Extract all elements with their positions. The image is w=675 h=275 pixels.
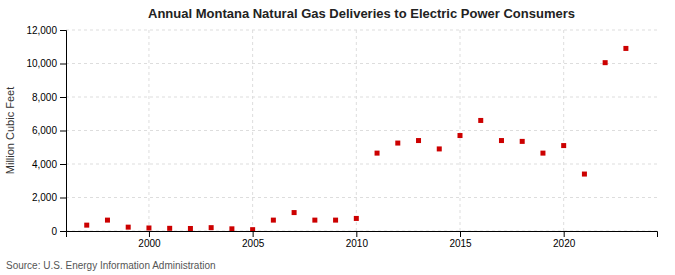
point xyxy=(292,210,297,215)
point xyxy=(520,139,525,144)
point xyxy=(146,225,151,230)
x-tick-label: 2020 xyxy=(553,238,576,249)
y-grid-line xyxy=(66,63,657,64)
grid xyxy=(66,30,657,231)
x-axis: 2000 2005 2010 2015 2020 xyxy=(67,231,658,249)
point xyxy=(478,118,483,123)
y-tick: 12,000 xyxy=(26,25,66,36)
y-grid-line xyxy=(66,97,657,98)
x-tick-label: 2000 xyxy=(138,238,161,249)
point xyxy=(603,60,608,65)
point xyxy=(312,218,317,223)
point xyxy=(540,151,545,156)
y-tick-label: 10,000 xyxy=(26,58,57,69)
y-axis: 0 2,000 4,000 6,000 8,000 10,000 12,000 xyxy=(26,25,66,237)
y-grid-line xyxy=(66,164,657,165)
point xyxy=(561,143,566,148)
point xyxy=(271,218,276,223)
point xyxy=(250,227,255,231)
x-tick: 2005 xyxy=(242,231,265,249)
point xyxy=(167,226,172,231)
y-tick-mark xyxy=(60,198,66,199)
y-tick-label: 8,000 xyxy=(32,92,57,103)
y-tick: 8,000 xyxy=(32,92,66,103)
y-tick: 4,000 xyxy=(32,159,66,170)
x-grid-line xyxy=(460,30,461,231)
y-grid-line xyxy=(66,130,657,131)
x-tick-mark xyxy=(253,231,254,237)
point xyxy=(499,138,504,143)
y-tick-mark xyxy=(60,97,66,98)
chart-title: Annual Montana Natural Gas Deliveries to… xyxy=(148,6,575,21)
chart-container: 2000 2005 2010 2015 2020 0 2,000 4,000 6,000 8,00… xyxy=(0,0,675,275)
y-tick: 0 xyxy=(51,226,66,237)
point xyxy=(188,226,193,231)
y-tick-mark xyxy=(60,231,66,232)
plot-area: 2000 2005 2010 2015 2020 0 2,000 4,000 6,000 8,00… xyxy=(26,25,657,249)
x-tick-mark xyxy=(564,231,565,237)
point xyxy=(623,46,628,51)
x-tick-mark xyxy=(460,231,461,237)
x-axis-line xyxy=(67,232,658,238)
y-tick-mark xyxy=(60,164,66,165)
chart-svg: 2000 2005 2010 2015 2020 0 2,000 4,000 6,000 8,00… xyxy=(0,0,675,275)
point xyxy=(375,151,380,156)
y-tick-label: 6,000 xyxy=(32,125,57,136)
x-tick: 2010 xyxy=(346,231,369,249)
x-tick-label: 2010 xyxy=(346,238,369,249)
point xyxy=(333,218,338,223)
y-tick: 10,000 xyxy=(26,58,66,69)
y-tick-label: 4,000 xyxy=(32,159,57,170)
point xyxy=(458,133,463,138)
point xyxy=(582,172,587,177)
y-tick-mark xyxy=(60,64,66,65)
point xyxy=(84,223,89,228)
point xyxy=(126,225,131,230)
x-grid-line xyxy=(148,30,149,231)
x-tick-label: 2005 xyxy=(242,238,265,249)
x-tick-label: 2015 xyxy=(449,238,472,249)
points xyxy=(84,46,628,231)
y-tick-label: 2,000 xyxy=(32,192,57,203)
y-tick-label: 12,000 xyxy=(26,25,57,36)
y-grid-line xyxy=(66,197,657,198)
y-axis-title: Million Cubic Feet xyxy=(4,87,16,174)
y-tick-mark xyxy=(60,30,66,31)
y-tick: 2,000 xyxy=(32,192,66,203)
y-tick-label: 0 xyxy=(51,226,57,237)
point xyxy=(105,218,110,223)
point xyxy=(209,225,214,230)
y-tick-mark xyxy=(60,131,66,132)
y-axis-line xyxy=(60,31,67,232)
point xyxy=(416,138,421,143)
point xyxy=(395,141,400,146)
x-tick: 2015 xyxy=(449,231,472,249)
y-tick: 6,000 xyxy=(32,125,66,136)
x-tick: 2000 xyxy=(138,231,161,249)
x-tick: 2020 xyxy=(553,231,576,249)
source-note: Source: U.S. Energy Information Administ… xyxy=(6,260,216,271)
point xyxy=(229,226,234,231)
x-tick-mark xyxy=(149,231,150,237)
point xyxy=(354,216,359,221)
point xyxy=(437,146,442,151)
y-grid-line xyxy=(66,30,657,31)
x-tick-mark xyxy=(356,231,357,237)
